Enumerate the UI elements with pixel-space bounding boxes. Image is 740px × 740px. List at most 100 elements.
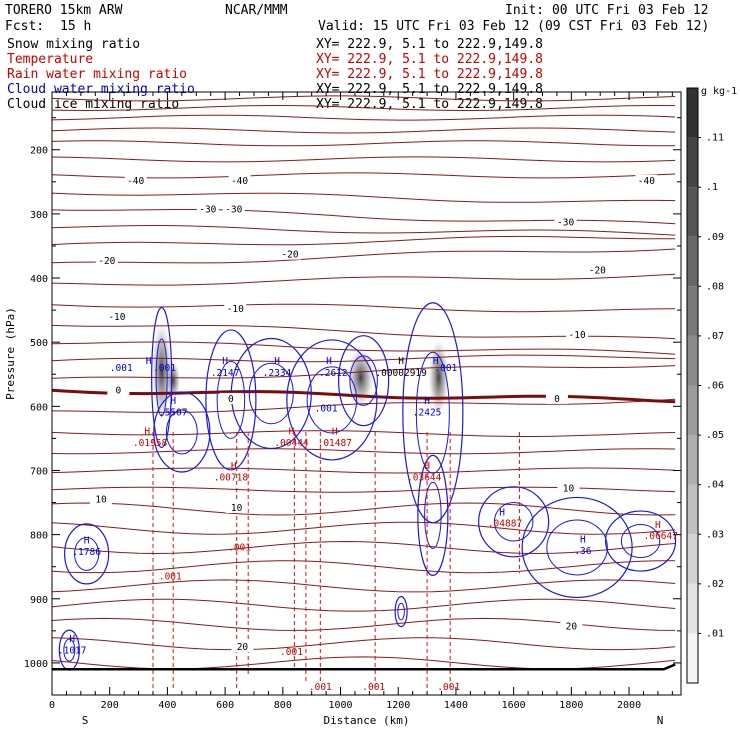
- y-tick-label: 700: [30, 466, 48, 477]
- legend-field-xy: XY= 222.9, 5.1 to 222.9,149.8: [316, 52, 543, 67]
- high-marker: H: [499, 507, 505, 518]
- temperature-label: 10: [231, 503, 243, 514]
- isotherm-line: [52, 104, 676, 112]
- cloud-water-contour: [493, 502, 534, 542]
- isotherm-line: [52, 637, 676, 651]
- isotherm-line: [52, 656, 676, 670]
- temperature-label: -40: [127, 176, 144, 187]
- y-tick-label: 300: [30, 210, 48, 221]
- temperature-label-bg: [279, 248, 302, 260]
- surface-line: [52, 663, 676, 671]
- cloud-water-contour: [546, 519, 608, 576]
- temperature-label: -30: [199, 205, 216, 216]
- cloud-water-contour: [605, 510, 677, 572]
- temperature-label-bg: [196, 203, 219, 215]
- temperature-label-bg: [231, 641, 254, 653]
- x-tick-label: 1200: [386, 700, 410, 711]
- legend-field-xy: XY= 222.9, 5.1 to 222.9,149.8: [316, 37, 543, 52]
- high-marker: H: [146, 356, 152, 367]
- cloud-water-contour: [153, 391, 211, 473]
- high-marker: H: [144, 427, 150, 438]
- temperature-label: -30: [557, 218, 574, 229]
- isotherm-line: [52, 224, 676, 236]
- cloud-water-contour: [620, 524, 661, 559]
- cloud-water-contour: [402, 302, 464, 524]
- cloud-water-contour: [286, 339, 378, 461]
- high-marker: H: [170, 396, 176, 407]
- high-marker: H: [433, 356, 439, 367]
- temperature-label-bg: [219, 392, 242, 404]
- cloud-water-contour: [338, 335, 390, 427]
- x-tick-label: 1400: [444, 700, 468, 711]
- mixing-ratio-label: .00444: [274, 438, 309, 449]
- colorbar-segment: [687, 88, 698, 138]
- high-marker: H: [84, 536, 90, 547]
- temperature-label-bg: [95, 254, 118, 266]
- isotherm-line: [52, 209, 676, 225]
- isotherm-line: [52, 354, 676, 363]
- mixing-ratio-label: .06647: [644, 531, 678, 542]
- mixing-ratio-label: .001: [362, 682, 385, 693]
- cloud-water-contour: [478, 486, 550, 558]
- colorbar-tick-label: .01: [706, 628, 724, 639]
- forecast-hour: 15 h: [60, 19, 91, 34]
- legend-field-name: Rain water mixing ratio: [7, 67, 187, 82]
- colorbar-segment: [687, 435, 698, 485]
- colorbar-tick-label: .08: [706, 281, 724, 292]
- isotherm-line: [52, 560, 676, 574]
- mixing-ratio-label: .001: [434, 363, 457, 374]
- high-marker: H: [332, 427, 338, 438]
- cloud-water-contour: [397, 602, 405, 621]
- mixing-ratio-label: .5507: [159, 407, 188, 418]
- temperature-label-bg: [124, 174, 147, 186]
- cloud-water-contour: [424, 481, 442, 549]
- colorbar-tick-label: .09: [706, 232, 724, 243]
- snow-shading: [428, 339, 449, 416]
- mixing-ratio-label: .001: [280, 647, 303, 658]
- temperature-label: 0: [228, 394, 234, 405]
- isotherm-line: [52, 235, 676, 246]
- mixing-ratio-label: .01487: [318, 438, 352, 449]
- x-tick-label: 600: [216, 700, 234, 711]
- x-tick-label: 0: [49, 700, 55, 711]
- isotherm-line: [52, 95, 676, 102]
- temperature-label: -20: [281, 250, 298, 261]
- high-marker: H: [655, 520, 661, 531]
- high-marker: H: [274, 356, 280, 367]
- colorbar-segment: [687, 236, 698, 287]
- temperature-label-bg: [105, 310, 128, 322]
- isotherm-line: [52, 114, 676, 121]
- temperature-label-bg: [554, 216, 577, 228]
- isotherm-line: [52, 140, 676, 147]
- zero-isotherm-line: [52, 388, 676, 404]
- temperature-label-bg: [545, 392, 568, 404]
- mixing-ratio-label: .001: [309, 682, 332, 693]
- cloud-water-contour: [394, 596, 408, 628]
- y-tick-label: 1000: [24, 659, 48, 670]
- mixing-ratio-label: .001: [110, 363, 133, 374]
- cloud-water-contour: [216, 360, 246, 439]
- temperature-label-bg: [90, 493, 113, 505]
- isotherm-line: [52, 127, 676, 134]
- south-label: S: [82, 714, 89, 727]
- cloud-water-contour: [349, 355, 378, 406]
- x-tick-label: 2000: [617, 700, 641, 711]
- temperature-label-bg: [560, 620, 583, 632]
- high-marker: H: [326, 356, 332, 367]
- init-time: Init: 00 UTC Fri 03 Feb 12: [505, 3, 709, 18]
- temperature-label-bg: [586, 264, 609, 276]
- cloud-water-contour: [417, 454, 449, 576]
- north-label: N: [657, 714, 664, 727]
- y-tick-label: 600: [30, 402, 48, 413]
- cloud-water-contour: [205, 329, 257, 471]
- y-tick-label: 200: [30, 146, 48, 157]
- x-tick-label: 1600: [502, 700, 526, 711]
- cloud-water-contour: [165, 409, 198, 455]
- temperature-label: 10: [563, 484, 575, 495]
- y-tick-label: 900: [30, 595, 48, 606]
- mixing-ratio-label: .001: [437, 682, 460, 693]
- colorbar-tick-label: .11: [706, 133, 724, 144]
- temperature-label: 20: [237, 642, 249, 653]
- isotherm-line: [52, 521, 676, 535]
